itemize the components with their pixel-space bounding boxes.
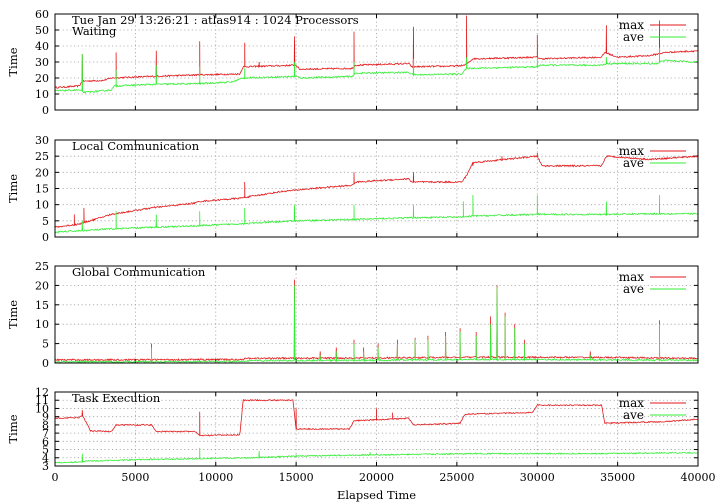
y-tick-label: 25 [35, 260, 49, 273]
legend-label-ave: ave [623, 156, 644, 170]
y-tick-label: 5 [42, 444, 49, 457]
y-tick-label: 0 [42, 104, 49, 117]
panel-title: Global Communication [72, 265, 206, 279]
legend-label-max: max [619, 396, 645, 410]
y-tick-label: 6 [42, 435, 49, 448]
y-tick-label: 10 [35, 318, 49, 331]
panel-title: Local Communication [72, 139, 200, 153]
y-axis-label: Time [6, 300, 20, 329]
y-tick-label: 0 [42, 231, 49, 244]
plot-frame [54, 13, 699, 111]
y-tick-label: 7 [42, 427, 49, 440]
x-tick-label: 25000 [439, 471, 474, 484]
series-line-ave [55, 447, 698, 464]
legend-label-ave: ave [623, 408, 644, 422]
y-axis-label: Time [6, 174, 20, 203]
series-line-ave [55, 194, 698, 234]
x-tick-label: 0 [52, 471, 59, 484]
legend-label-max: max [619, 270, 645, 284]
panel-title: Tue Jan 29 13:26:21 : atlas914 : 1024 Pr… [72, 13, 359, 27]
series-line-max [55, 279, 698, 362]
plot-frame [54, 139, 699, 238]
x-tick-label: 30000 [520, 471, 555, 484]
x-axis-label: Elapsed Time [337, 488, 416, 502]
x-tick-label: 15000 [279, 471, 314, 484]
y-tick-label: 50 [35, 24, 49, 37]
y-tick-label: 4 [42, 452, 49, 465]
panel-subtitle: Waiting [72, 24, 117, 38]
panel-title: Task Execution [72, 391, 161, 405]
y-tick-label: 20 [35, 279, 49, 292]
series-line-max [55, 152, 698, 229]
y-tick-label: 0 [42, 357, 49, 370]
y-tick-label: 20 [35, 72, 49, 85]
legend-label-ave: ave [623, 30, 644, 44]
plot-frame [54, 265, 699, 364]
series-line-max [55, 398, 698, 437]
y-tick-label: 8 [42, 419, 49, 432]
series-line-ave [55, 47, 698, 94]
y-tick-label: 30 [35, 134, 49, 147]
y-tick-label: 12 [35, 386, 49, 399]
y-tick-label: 9 [42, 411, 49, 424]
y-tick-label: 3 [42, 460, 49, 473]
y-axis-label: Time [6, 47, 20, 76]
y-tick-label: 30 [35, 56, 49, 69]
y-tick-label: 40 [35, 40, 49, 53]
y-axis-label: Time [6, 414, 20, 443]
plot-frame [54, 391, 699, 467]
series-line-max [55, 15, 698, 89]
y-tick-label: 10 [35, 199, 49, 212]
series-line-ave [55, 285, 698, 363]
y-tick-label: 15 [35, 183, 49, 196]
y-tick-label: 60 [35, 8, 49, 21]
y-tick-label: 15 [35, 299, 49, 312]
x-tick-label: 5000 [121, 471, 149, 484]
y-tick-label: 10 [35, 402, 49, 415]
x-tick-label: 35000 [600, 471, 635, 484]
y-tick-label: 20 [35, 166, 49, 179]
y-tick-label: 11 [35, 394, 49, 407]
legend-label-max: max [619, 18, 645, 32]
x-tick-label: 10000 [198, 471, 233, 484]
x-tick-label: 40000 [681, 471, 716, 484]
y-tick-label: 10 [35, 88, 49, 101]
y-tick-label: 25 [35, 150, 49, 163]
y-tick-label: 5 [42, 215, 49, 228]
legend-label-ave: ave [623, 282, 644, 296]
x-tick-label: 20000 [359, 471, 394, 484]
y-tick-label: 5 [42, 338, 49, 351]
legend-label-max: max [619, 144, 645, 158]
